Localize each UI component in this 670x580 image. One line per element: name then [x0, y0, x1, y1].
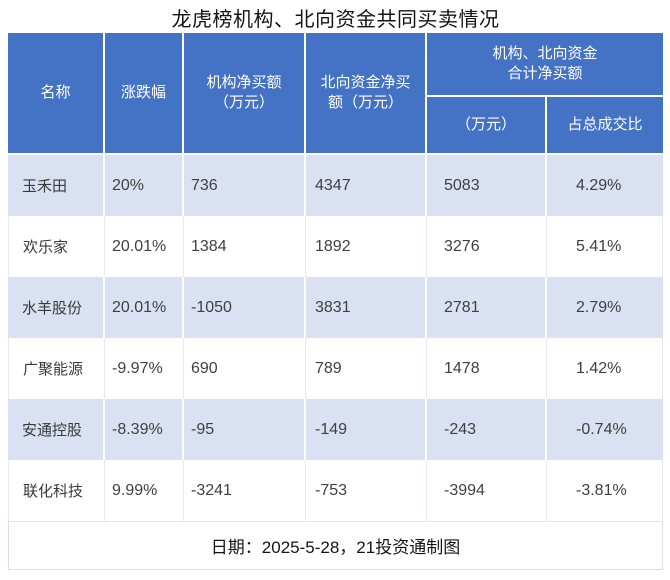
cell-turnover-ratio: 1.42%	[547, 338, 664, 399]
col-header-inst-net-buy: 机构净买额 （万元）	[184, 33, 306, 155]
table-row: 安通控股 -8.39% -95 -149 -243 -0.74%	[8, 399, 664, 460]
col-header-combined-ratio-label: 占总成交比	[567, 115, 643, 133]
cell-name: 玉禾田	[8, 155, 105, 216]
col-header-combined-group: 机构、北向资金 合计净买额	[427, 33, 664, 97]
cell-total-net-buy: -3994	[427, 460, 547, 521]
cell-turnover-ratio: 5.41%	[547, 216, 664, 277]
col-header-combined-amount: （万元）	[427, 97, 547, 155]
col-header-inst-line2: （万元）	[213, 94, 274, 111]
table-header: 名称 涨跌幅 机构净买额 （万元） 北向资金净买 额（万元） 机构、北向资金 合…	[8, 33, 664, 155]
page-title: 龙虎榜机构、北向资金共同买卖情况	[171, 9, 500, 31]
table-footer: 日期：2025-5-28，21投资通制图	[8, 521, 664, 570]
cell-name: 联化科技	[8, 460, 105, 521]
col-header-combined-ratio: 占总成交比	[547, 97, 664, 155]
cell-name: 广聚能源	[8, 338, 105, 399]
table-row: 水羊股份 20.01% -1050 3831 2781 2.79%	[8, 277, 664, 338]
cell-total-net-buy: 2781	[427, 277, 547, 338]
cell-inst-net-buy: 736	[184, 155, 306, 216]
cell-turnover-ratio: 4.29%	[547, 155, 664, 216]
cell-turnover-ratio: -3.81%	[547, 460, 664, 521]
col-header-north-line2: 额（万元）	[327, 94, 403, 111]
col-header-change: 涨跌幅	[105, 33, 184, 155]
cell-inst-net-buy: -1050	[184, 277, 306, 338]
footer-row: 日期：2025-5-28，21投资通制图	[8, 521, 664, 570]
cell-change: -8.39%	[105, 399, 184, 460]
cell-north-net-buy: 4347	[306, 155, 427, 216]
cell-name: 欢乐家	[8, 216, 105, 277]
cell-north-net-buy: -753	[306, 460, 427, 521]
col-header-combined-amount-label: （万元）	[455, 115, 516, 133]
cell-change: 20%	[105, 155, 184, 216]
cell-total-net-buy: -243	[427, 399, 547, 460]
cell-north-net-buy: 789	[306, 338, 427, 399]
col-header-north-line1: 北向资金净买	[320, 73, 411, 91]
cell-inst-net-buy: -3241	[184, 460, 306, 521]
table-row: 欢乐家 20.01% 1384 1892 3276 5.41%	[8, 216, 664, 277]
table-row: 玉禾田 20% 736 4347 5083 4.29%	[8, 155, 664, 216]
cell-turnover-ratio: -0.74%	[547, 399, 664, 460]
cell-inst-net-buy: 690	[184, 338, 306, 399]
col-header-combined-line1: 机构、北向资金	[492, 44, 598, 62]
col-header-change-label: 涨跌幅	[120, 83, 166, 101]
cell-total-net-buy: 5083	[427, 155, 547, 216]
table-row: 广聚能源 -9.97% 690 789 1478 1.42%	[8, 338, 664, 399]
col-header-name: 名称	[8, 33, 105, 155]
cell-name: 水羊股份	[8, 277, 105, 338]
data-table: 名称 涨跌幅 机构净买额 （万元） 北向资金净买 额（万元） 机构、北向资金 合…	[8, 33, 664, 570]
cell-change: -9.97%	[105, 338, 184, 399]
col-header-north-net-buy: 北向资金净买 额（万元）	[306, 33, 427, 155]
cell-change: 9.99%	[105, 460, 184, 521]
cell-north-net-buy: -149	[306, 399, 427, 460]
table-body: 玉禾田 20% 736 4347 5083 4.29% 欢乐家 20.01% 1…	[8, 155, 664, 521]
col-header-inst-line1: 机构净买额	[206, 73, 282, 91]
col-header-combined-line2: 合计净买额	[507, 65, 583, 82]
footer-note: 日期：2025-5-28，21投资通制图	[8, 521, 664, 570]
cell-total-net-buy: 3276	[427, 216, 547, 277]
cell-change: 20.01%	[105, 277, 184, 338]
cell-change: 20.01%	[105, 216, 184, 277]
table-row: 联化科技 9.99% -3241 -753 -3994 -3.81%	[8, 460, 664, 521]
cell-north-net-buy: 1892	[306, 216, 427, 277]
cell-turnover-ratio: 2.79%	[547, 277, 664, 338]
cell-total-net-buy: 1478	[427, 338, 547, 399]
cell-name: 安通控股	[8, 399, 105, 460]
col-header-name-label: 名称	[40, 83, 71, 101]
cell-inst-net-buy: 1384	[184, 216, 306, 277]
cell-north-net-buy: 3831	[306, 277, 427, 338]
cell-inst-net-buy: -95	[184, 399, 306, 460]
